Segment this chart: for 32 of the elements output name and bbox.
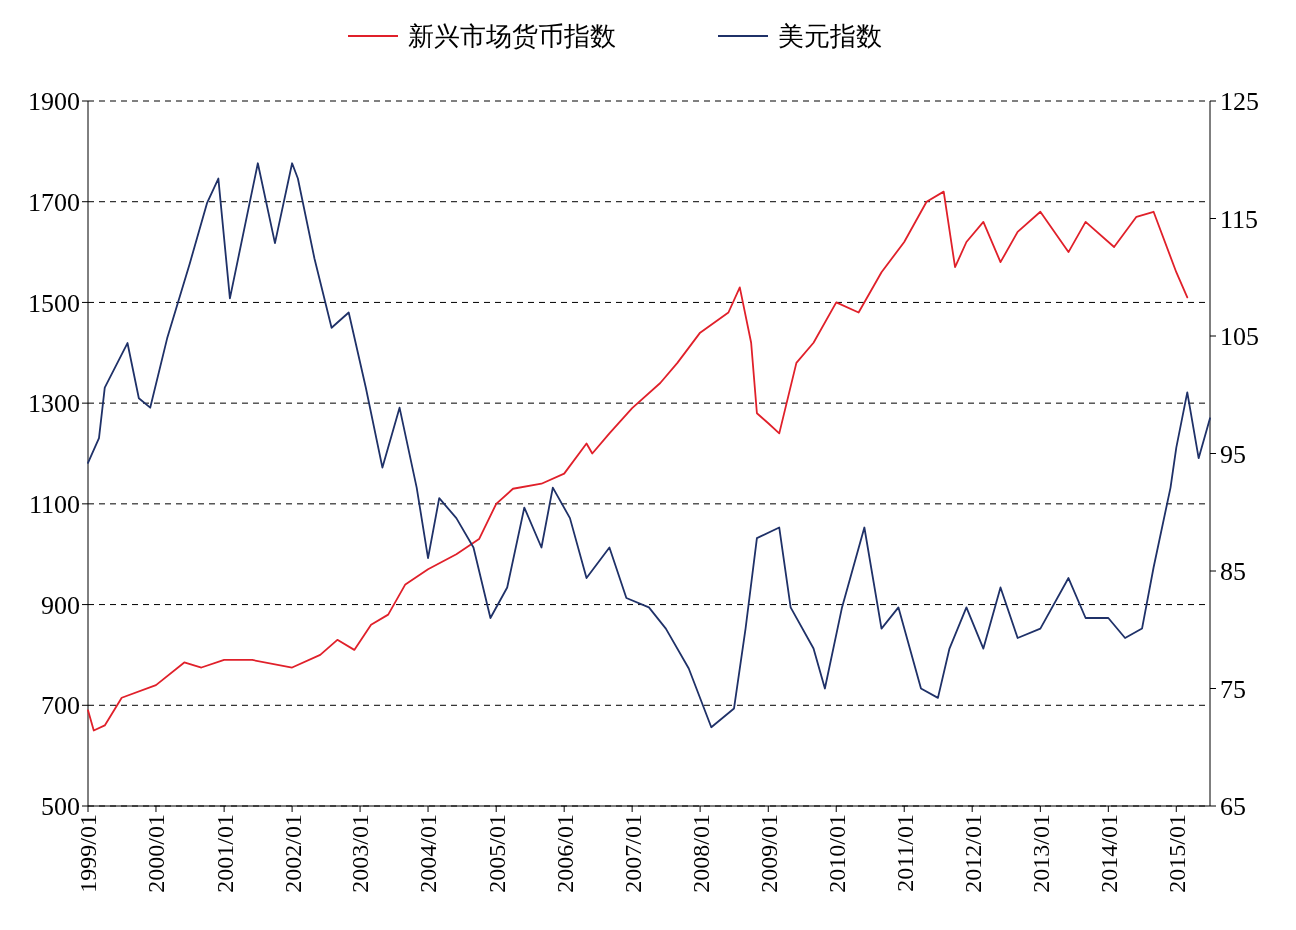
y2-tick-label: 85 [1220,557,1246,587]
y-tick-label: 1300 [28,389,80,419]
x-tick-label: 2009/01 [755,814,782,893]
x-tick-label: 2014/01 [1095,814,1122,893]
x-tick-label: 2013/01 [1027,814,1054,893]
x-tick-label: 2000/01 [143,814,170,893]
y2-tick-label: 65 [1220,792,1246,822]
y-tick-label: 700 [41,691,80,721]
x-tick-label: 2011/01 [891,814,918,892]
x-tick-label: 2003/01 [347,814,374,893]
x-tick-label: 2015/01 [1163,814,1190,893]
y2-tick-label: 95 [1220,439,1246,469]
x-tick-label: 2001/01 [211,814,238,893]
x-tick-label: 2006/01 [551,814,578,893]
y2-tick-label: 125 [1220,87,1259,117]
legend-label: 美元指数 [778,21,882,52]
y2-tick-label: 115 [1220,204,1259,234]
y-tick-label: 1100 [28,489,80,519]
x-tick-label: 2012/01 [959,814,986,893]
y-tick-label: 1700 [28,187,80,217]
x-tick-label: 2008/01 [687,814,714,893]
y-tick-label: 900 [41,590,80,620]
y2-tick-label: 105 [1220,322,1259,352]
x-tick-label: 2005/01 [483,814,510,893]
y-tick-label: 1900 [28,87,80,117]
x-tick-label: 2002/01 [279,814,306,893]
legend-label: 新兴市场货币指数 [408,21,616,52]
x-tick-label: 2007/01 [619,814,646,893]
x-tick-label: 2010/01 [823,814,850,893]
y2-tick-label: 75 [1220,674,1246,704]
x-tick-label: 2004/01 [415,814,442,893]
y-tick-label: 1500 [28,288,80,318]
